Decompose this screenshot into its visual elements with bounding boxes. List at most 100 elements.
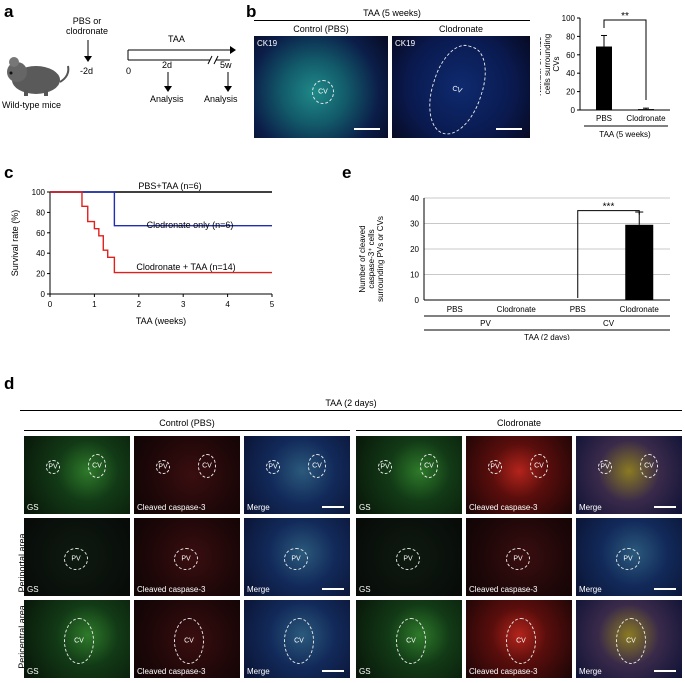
micrograph-cell: GS CV xyxy=(356,600,462,678)
pv-outline: PV xyxy=(46,460,60,474)
y-tick-label: 20 xyxy=(566,88,575,97)
channel-label: Merge xyxy=(247,667,270,676)
cv-outline: CV xyxy=(88,454,106,478)
pv-label: PV xyxy=(268,463,278,471)
chart-b-ylabel-line: Number of CK19⁺ xyxy=(540,32,543,96)
pv-label: PV xyxy=(403,555,413,563)
cv-label: CV xyxy=(312,462,322,470)
channel-label: GS xyxy=(27,585,39,594)
micrograph-cell: GS PV xyxy=(356,518,462,596)
micrograph-cell: Merge PV CV xyxy=(244,436,350,514)
y-tick-label: 20 xyxy=(36,270,45,279)
pv-outline: PV xyxy=(64,548,88,570)
panel-d-header-rule xyxy=(20,410,682,411)
pv-label: PV xyxy=(181,555,191,563)
series-label: PBS+TAA (n=6) xyxy=(138,181,201,191)
significance-bracket xyxy=(577,210,640,298)
bar xyxy=(638,109,654,111)
significance-marker: *** xyxy=(603,202,615,213)
cv-outline: CV xyxy=(420,454,438,478)
pv-label: PV xyxy=(513,555,523,563)
panel-label-a: a xyxy=(4,2,14,21)
chart-e-ylabel-line: surrounding PVs or CVs xyxy=(376,216,385,302)
series-label: Clodronate + TAA (n=14) xyxy=(136,262,235,272)
group-label-cv: CV xyxy=(603,319,615,328)
panel-d-group-control: Control (PBS) xyxy=(159,418,215,428)
pv-label: PV xyxy=(48,463,58,471)
cv-label: CV xyxy=(424,462,434,470)
micrograph-cell: Cleaved caspase-3 CV xyxy=(466,600,572,678)
mouse-icon xyxy=(7,57,70,96)
y-tick-label: 100 xyxy=(562,14,576,23)
chart-e-ylabel: Number of cleaved caspase-3⁺ cells surroun… xyxy=(358,216,385,302)
chart-e-caspase: Number of cleaved caspase-3⁺ cells surroun… xyxy=(358,194,670,340)
cv-outline: CV xyxy=(308,454,326,478)
group-rule-control xyxy=(24,430,350,431)
x-tick-label: 4 xyxy=(225,300,230,309)
x-tick-label: 5 xyxy=(270,300,275,309)
chart-b-ylabel-line: CVs xyxy=(552,56,561,71)
panel-label-c: c xyxy=(4,163,14,182)
micrograph-cell: Merge PV xyxy=(244,518,350,596)
significance-bracket xyxy=(603,19,647,100)
group-rule-clodronate xyxy=(356,430,682,431)
taa-label: TAA xyxy=(168,34,185,44)
pv-outline: PV xyxy=(488,460,502,474)
micrograph-cell: Cleaved caspase-3 PV CV xyxy=(466,436,572,514)
category-label: Clodronate xyxy=(497,305,537,314)
cv-label: CV xyxy=(516,637,526,645)
x-tick-label: 1 xyxy=(92,300,97,309)
chart-e-ylabel-line: Number of cleaved xyxy=(358,225,367,292)
time-minus2d: -2d xyxy=(80,66,94,76)
bar xyxy=(625,224,654,300)
time-5w: 5w xyxy=(220,60,232,70)
category-label: Clodronate xyxy=(626,114,666,123)
pv-outline: PV xyxy=(598,460,612,474)
micrograph-cell: Merge CV xyxy=(576,600,682,678)
x-axis-label: TAA (weeks) xyxy=(136,316,186,326)
pv-label: PV xyxy=(600,463,610,471)
cv-outline: CV xyxy=(616,618,646,664)
micrograph-ck19-control: CK19 CV xyxy=(254,36,388,138)
mouse-caption: Wild-type mice xyxy=(2,100,62,110)
cv-label: CV xyxy=(294,637,304,645)
micrograph-ck19-clodronate: CK19 CV xyxy=(392,36,530,138)
timeline xyxy=(84,40,236,92)
channel-label: Merge xyxy=(247,503,270,512)
xgroup-label: TAA (2 days) xyxy=(524,333,570,340)
y-tick-label: 60 xyxy=(36,229,45,238)
series-label: Clodronate only (n=6) xyxy=(147,220,234,230)
panel-label-e: e xyxy=(342,163,352,182)
micrograph-cell: GS CV xyxy=(24,600,130,678)
pv-outline: PV xyxy=(174,548,198,570)
panel-b-col-clodronate: Clodronate xyxy=(438,24,484,34)
pv-outline: PV xyxy=(616,548,640,570)
channel-label: Merge xyxy=(579,585,602,594)
chart-e-ylabel-line: caspase-3⁺ cells xyxy=(367,229,376,288)
pv-outline: PV xyxy=(266,460,280,474)
stain-label: CK19 xyxy=(395,39,416,48)
channel-label: Merge xyxy=(579,667,602,676)
y-tick-label: 40 xyxy=(410,194,419,203)
cv-label: CV xyxy=(626,637,636,645)
scale-bar xyxy=(654,670,676,672)
channel-label: GS xyxy=(27,667,39,676)
cv-outline: CV xyxy=(198,454,216,478)
y-tick-label: 40 xyxy=(36,249,45,258)
y-tick-label: 60 xyxy=(566,51,575,60)
cv-label: CV xyxy=(202,462,212,470)
micrograph-cell: Cleaved caspase-3 PV xyxy=(466,518,572,596)
x-tick-label: 2 xyxy=(137,300,142,309)
y-tick-label: 30 xyxy=(410,220,419,229)
chart-c-survival: 0 20 40 60 80 100 0 1 2 3 4 5 TAA (weeks) Survival ra… xyxy=(10,181,275,326)
group-label-pv: PV xyxy=(480,319,491,328)
panel-b-col-control: Control (PBS) xyxy=(293,24,349,34)
analysis-label-2: Analysis xyxy=(204,94,238,104)
pv-outline: PV xyxy=(506,548,530,570)
cv-label: CV xyxy=(92,462,102,470)
channel-label: GS xyxy=(359,585,371,594)
micrograph-cell: Cleaved caspase-3 PV CV xyxy=(134,436,240,514)
channel-label: Cleaved caspase-3 xyxy=(469,585,538,594)
micrograph-cell: Cleaved caspase-3 CV xyxy=(134,600,240,678)
pv-outline: PV xyxy=(284,548,308,570)
